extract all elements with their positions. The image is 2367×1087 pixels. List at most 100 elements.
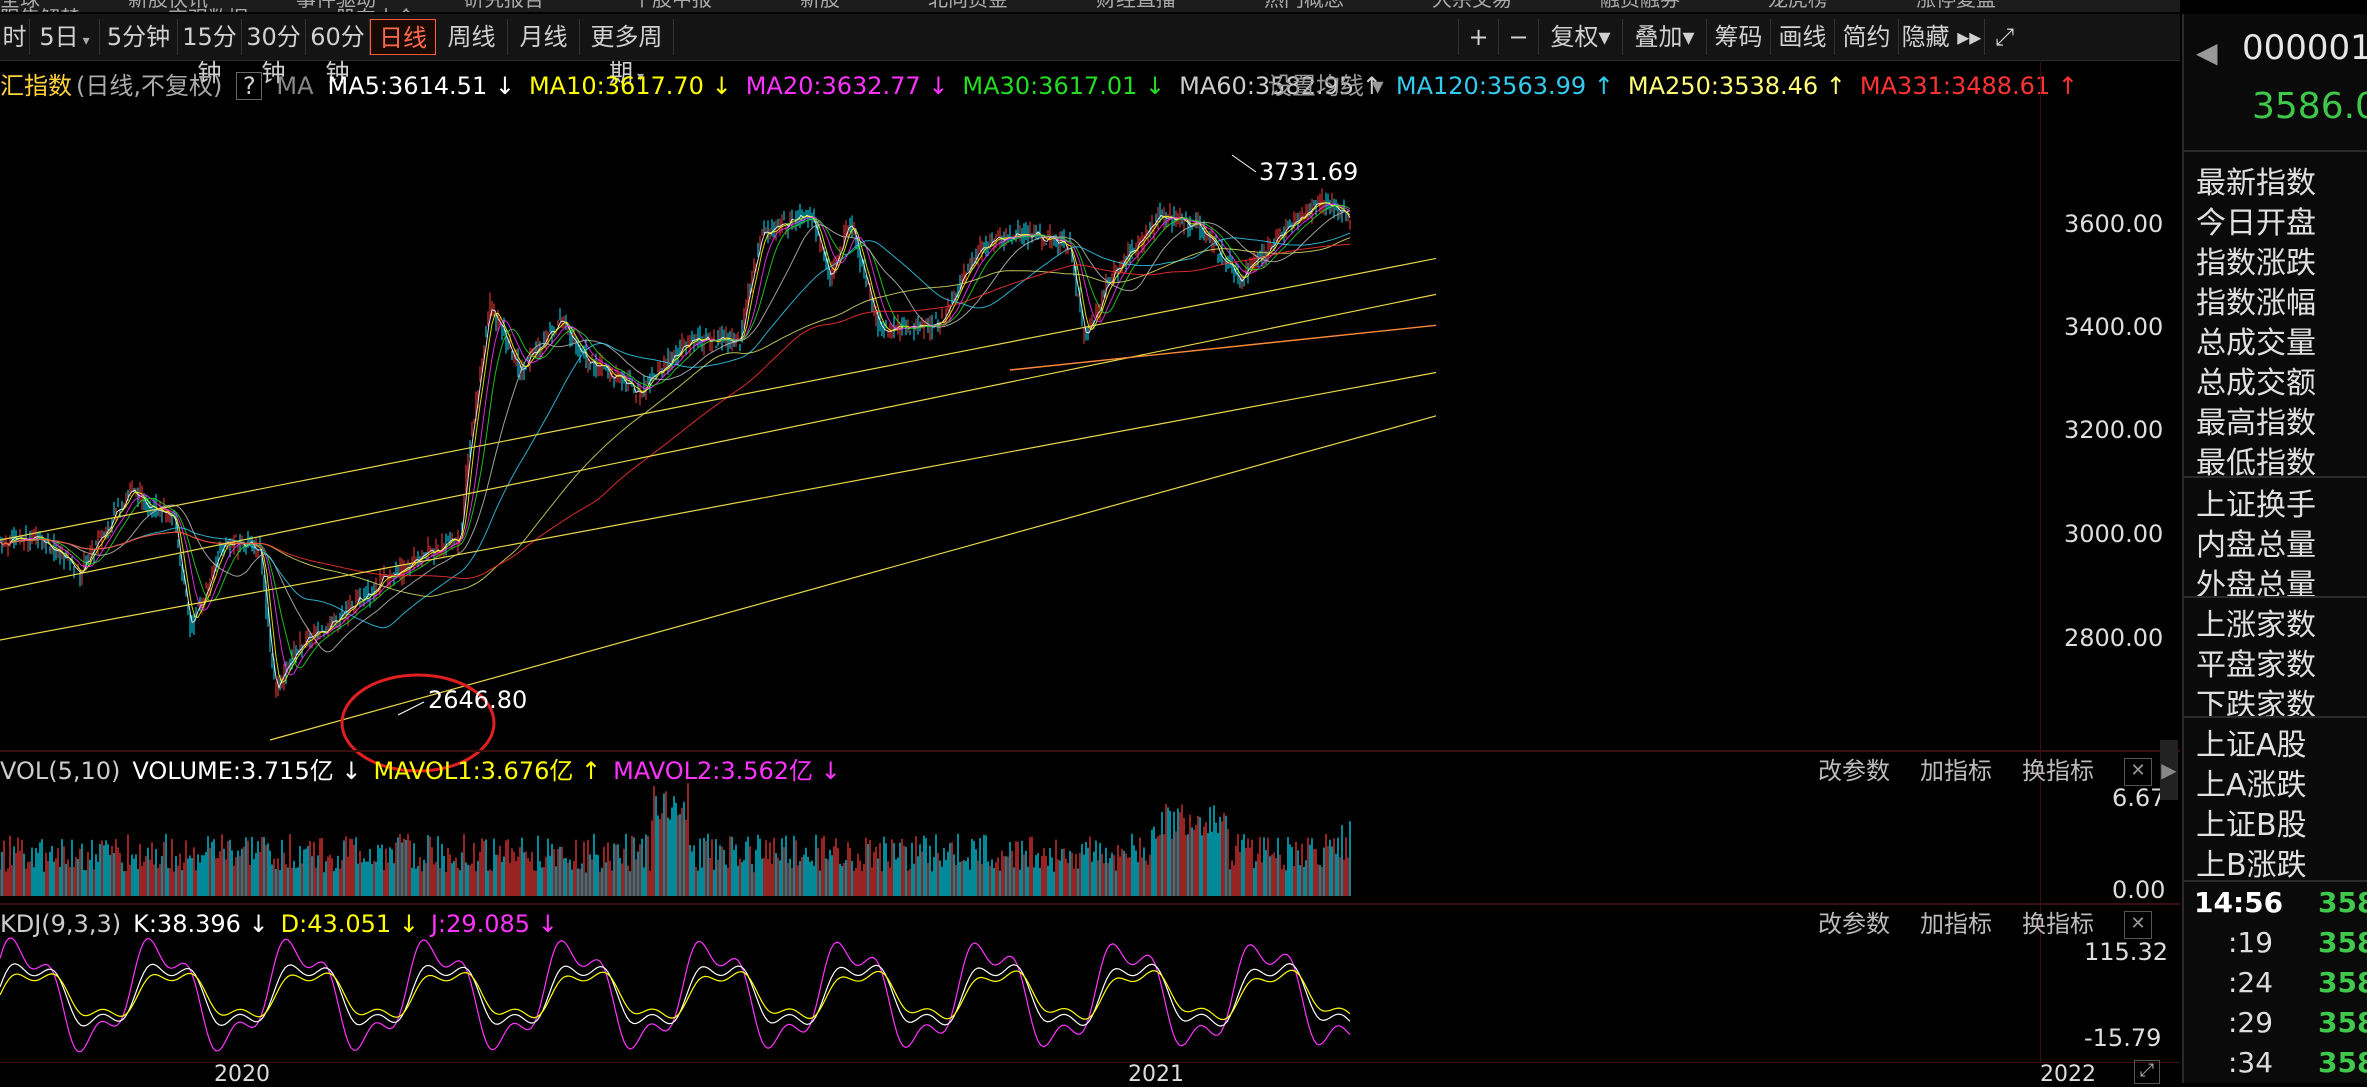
quote-field-label: 上A涨跌 bbox=[2196, 768, 2307, 803]
toolbar-button-label: − bbox=[1508, 23, 1529, 51]
trend-line bbox=[0, 257, 1436, 541]
top-menu-item[interactable]: 涨停复盘 bbox=[1916, 0, 1996, 9]
expand-icon[interactable]: ⤢ bbox=[2134, 1060, 2160, 1084]
kdj-axis-min: -15.79 bbox=[2084, 1024, 2162, 1052]
trend-line bbox=[1009, 324, 1436, 371]
top-menu-item[interactable]: 全球 bbox=[0, 0, 40, 9]
toolbar-button[interactable]: ⤢ bbox=[1984, 19, 2024, 55]
quote-field-label: 最新指数 bbox=[2196, 166, 2316, 201]
high-price-annotation: 3731.69 bbox=[1259, 158, 1358, 186]
period-tab[interactable]: 月线 bbox=[508, 19, 580, 55]
volume-value: VOLUME:3.715亿 ↓ bbox=[132, 757, 362, 785]
close-icon[interactable]: ✕ bbox=[2124, 911, 2152, 939]
top-menu-item[interactable]: 大宗交易 bbox=[1432, 0, 1512, 9]
toolbar-button[interactable]: − bbox=[1498, 19, 1538, 55]
ma-value: MA10:3617.70 ↓ bbox=[528, 72, 732, 100]
kdj-panel-divider bbox=[0, 903, 2180, 905]
back-arrow-icon[interactable]: ◀ bbox=[2196, 36, 2218, 69]
current-price: 3586.0 bbox=[2252, 86, 2367, 127]
period-tab-label: 5日 bbox=[39, 23, 79, 51]
panel-button[interactable]: 换指标 bbox=[2022, 757, 2094, 785]
top-menu-item[interactable]: 融资融券 bbox=[1600, 0, 1680, 9]
top-menu-item[interactable]: 事件驱动 bbox=[296, 0, 376, 9]
panel-button[interactable]: 换指标 bbox=[2022, 910, 2094, 938]
price-axis-label: 2800.00 bbox=[2064, 624, 2164, 652]
quote-field-label: 上证换手 bbox=[2196, 488, 2316, 523]
kdj-panel-header: KDJ(9,3,3) K:38.396 ↓ D:43.051 ↓ J:29.085 ↓… bbox=[0, 906, 2180, 942]
toolbar-button[interactable]: 筹码 bbox=[1706, 19, 1770, 55]
top-menu-item[interactable]: 新股快讯 bbox=[128, 0, 208, 9]
top-menu-item[interactable]: 新股 bbox=[800, 0, 840, 9]
toolbar-button[interactable]: 画线 bbox=[1770, 19, 1834, 55]
ma-line bbox=[0, 202, 1351, 689]
top-menu-item[interactable]: 个股中报 bbox=[632, 0, 712, 9]
top-menu-item[interactable]: 热门概念 bbox=[1264, 0, 1344, 9]
period-tab-label: 时 bbox=[2, 23, 27, 51]
period-tab-label: 月线 bbox=[519, 23, 568, 51]
tick-price: 358 bbox=[2318, 966, 2367, 999]
kdj-line bbox=[0, 969, 1351, 1021]
time-axis-divider bbox=[0, 1062, 2180, 1063]
quote-field-label: 上证B股 bbox=[2196, 808, 2307, 843]
period-tab[interactable]: 30分钟 bbox=[242, 19, 306, 87]
top-menu-item[interactable]: 财经直播 bbox=[1096, 0, 1176, 9]
top-menu-item[interactable]: 研究报告 bbox=[464, 0, 544, 9]
chart-mode: (日线,不复权) bbox=[76, 72, 223, 100]
volume-values: VOLUME:3.715亿 ↓ MAVOL1:3.676亿 ↑ MAVOL2:3.5… bbox=[132, 757, 852, 785]
ma-value: MA331:3488.61 ↑ bbox=[1859, 72, 2078, 100]
top-menu-item[interactable]: 龙虎榜 bbox=[1768, 0, 1828, 9]
quote-field-label: 最高指数 bbox=[2196, 406, 2316, 441]
period-tab[interactable]: 15分钟 bbox=[178, 19, 242, 87]
chevron-down-icon: ▾ bbox=[82, 33, 90, 49]
ma-line bbox=[0, 204, 1351, 669]
ma-values: MA5:3614.51 ↓ MA10:3617.70 ↓ MA20:3632.77 … bbox=[327, 72, 2091, 100]
ma-line bbox=[0, 202, 1351, 684]
collapse-panel-handle[interactable]: ▶ bbox=[2160, 740, 2178, 800]
chevron-down-icon: ▾ bbox=[1598, 23, 1611, 51]
toolbar-button[interactable]: 叠加▾ bbox=[1622, 19, 1706, 55]
period-tab[interactable]: 5分钟 bbox=[100, 19, 178, 55]
tick-time: :24 bbox=[2228, 966, 2274, 999]
toolbar-button[interactable]: 隐藏 ▸▸ bbox=[1898, 19, 1984, 55]
close-icon[interactable]: ✕ bbox=[2124, 758, 2152, 786]
period-tab[interactable]: 时 bbox=[0, 19, 30, 55]
price-axis-divider bbox=[2040, 62, 2041, 1062]
period-tab[interactable]: 更多周期 ▾ bbox=[580, 19, 674, 87]
period-tab[interactable]: 周线 bbox=[436, 19, 508, 55]
quote-field-label: 总成交量 bbox=[2196, 326, 2316, 361]
tick-time: 14:56 bbox=[2194, 886, 2284, 919]
ma-line bbox=[0, 232, 1351, 629]
kdj-panel-buttons: 改参数 加指标 换指标 ✕ bbox=[1800, 906, 2164, 942]
panel-button[interactable]: 改参数 bbox=[1818, 910, 1890, 938]
period-tab[interactable]: 60分钟 bbox=[306, 19, 370, 87]
panel-button[interactable]: 改参数 bbox=[1818, 757, 1890, 785]
kdj-value: K:38.396 ↓ bbox=[133, 910, 269, 938]
set-ma-button[interactable]: 设置均线 ▾ bbox=[1268, 72, 1384, 100]
period-tab-label: 60分钟 bbox=[310, 23, 365, 87]
tick-price: 358 bbox=[2318, 1046, 2367, 1079]
period-tab-label: 5分钟 bbox=[106, 23, 171, 51]
panel-button[interactable]: 加指标 bbox=[1920, 757, 1992, 785]
toolbar-button[interactable]: 复权▾ bbox=[1538, 19, 1622, 55]
toolbar-button-label: + bbox=[1468, 23, 1489, 51]
volume-value: MAVOL1:3.676亿 ↑ bbox=[373, 757, 602, 785]
trend-line bbox=[0, 371, 1436, 641]
toolbar-button[interactable]: + bbox=[1458, 19, 1498, 55]
volume-label: VOL(5,10) bbox=[0, 757, 121, 785]
quote-field-label: 上证A股 bbox=[2196, 728, 2307, 763]
help-icon[interactable]: ? bbox=[236, 72, 263, 100]
index-name: 汇指数 bbox=[0, 72, 72, 100]
price-axis-label: 3200.00 bbox=[2064, 416, 2164, 444]
toolbar-button-label: 画线 bbox=[1778, 23, 1827, 51]
period-tab[interactable]: 日线 bbox=[370, 19, 436, 55]
price-axis-label: 3400.00 bbox=[2064, 313, 2164, 341]
ma-value: MA120:3563.99 ↑ bbox=[1395, 72, 1614, 100]
ma-value: MA60:3582.95 ↑ bbox=[1179, 72, 1382, 100]
ma-value: MA250:3538.46 ↑ bbox=[1627, 72, 1846, 100]
period-tab[interactable]: 5日 ▾ bbox=[30, 19, 100, 55]
top-menu-item[interactable]: 北向资金 bbox=[928, 0, 1008, 9]
ma-line bbox=[0, 243, 1351, 580]
panel-button[interactable]: 加指标 bbox=[1920, 910, 1992, 938]
toolbar-button[interactable]: 简约 bbox=[1834, 19, 1898, 55]
